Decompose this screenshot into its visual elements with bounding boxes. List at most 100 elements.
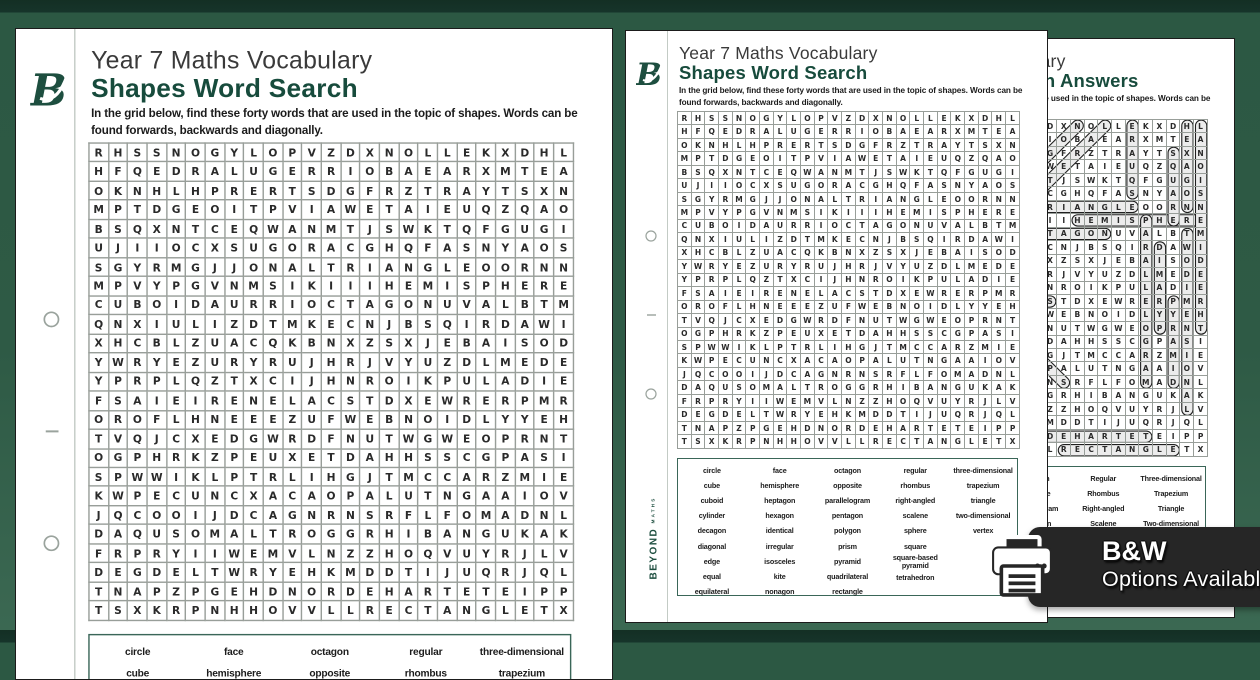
grid-cell: A bbox=[1138, 226, 1154, 242]
grid-cell: D bbox=[1165, 280, 1181, 296]
grid-cell: O bbox=[827, 218, 843, 234]
grid-cell: E bbox=[731, 286, 747, 301]
grid-cell: K bbox=[827, 232, 843, 247]
grid-cell: O bbox=[185, 142, 206, 163]
grid-cell: D bbox=[977, 272, 993, 288]
grid-cell: F bbox=[1111, 374, 1126, 390]
grid-cell: A bbox=[281, 218, 303, 240]
grid-cell: U bbox=[456, 562, 478, 583]
word-item: cylinder bbox=[698, 511, 726, 521]
grid-cell: P bbox=[1111, 280, 1126, 296]
grid-cell: T bbox=[854, 164, 870, 180]
grid-cell: V bbox=[553, 485, 575, 507]
grid-cell: F bbox=[690, 124, 706, 139]
grid-cell: A bbox=[475, 485, 497, 507]
grid-cell: H bbox=[495, 275, 516, 297]
grid-cell: I bbox=[1193, 172, 1208, 188]
grid-cell: R bbox=[1005, 286, 1020, 301]
grid-cell: X bbox=[146, 218, 168, 240]
word-item: octagon bbox=[834, 465, 861, 475]
grid-cell: I bbox=[146, 237, 168, 259]
grid-cell: D bbox=[243, 314, 264, 335]
grid-cell: I bbox=[281, 371, 303, 392]
grid-cell: I bbox=[456, 314, 478, 335]
grid-cell: Y bbox=[977, 299, 993, 315]
grid-cell: F bbox=[107, 161, 129, 182]
grid-cell: S bbox=[923, 326, 938, 341]
grid-cell: N bbox=[882, 110, 897, 126]
grid-cell: E bbox=[786, 299, 802, 315]
grid-cell: A bbox=[262, 504, 284, 526]
grid-cell: M bbox=[398, 466, 419, 488]
grid-cell: D bbox=[854, 420, 870, 436]
grid-cell: U bbox=[1124, 401, 1140, 417]
grid-cell: I bbox=[854, 124, 870, 139]
grid-cell: L bbox=[281, 390, 303, 411]
grid-cell: W bbox=[923, 286, 938, 301]
grid-cell: E bbox=[107, 562, 129, 583]
grid-cell: C bbox=[704, 366, 720, 382]
grid-cell: G bbox=[991, 164, 1007, 180]
grid-cell: E bbox=[495, 581, 516, 602]
grid-cell: I bbox=[320, 275, 342, 297]
grid-cell: A bbox=[827, 286, 843, 301]
grid-cell: S bbox=[1005, 178, 1020, 193]
grid-cell: N bbox=[854, 272, 870, 288]
grid-cell: Y bbox=[950, 137, 966, 153]
grid-cell: L bbox=[731, 272, 747, 288]
grid-cell: L bbox=[1193, 118, 1208, 134]
grid-cell: R bbox=[359, 600, 381, 622]
grid-cell: N bbox=[475, 237, 497, 259]
grid-cell: M bbox=[204, 523, 226, 545]
grid-cell: K bbox=[475, 142, 497, 163]
grid-cell: R bbox=[1152, 415, 1167, 430]
grid-cell: D bbox=[88, 523, 110, 545]
grid-cell: O bbox=[718, 366, 733, 382]
grid-cell: Q bbox=[514, 199, 536, 221]
grid-cell: L bbox=[1005, 407, 1020, 422]
grid-cell: D bbox=[964, 232, 979, 247]
grid-cell: T bbox=[1193, 321, 1208, 336]
word-item: heptagon bbox=[764, 495, 796, 505]
word-list-column: facehemisphereheptagonhexagonidenticalir… bbox=[186, 641, 282, 679]
grid-cell: O bbox=[813, 178, 829, 193]
grid-cell: L bbox=[320, 600, 342, 622]
grid-cell: T bbox=[964, 137, 979, 153]
grid-cell: B bbox=[882, 299, 897, 315]
grid-cell: E bbox=[786, 393, 802, 409]
grid-cell: M bbox=[977, 339, 993, 355]
grid-cell: B bbox=[1070, 307, 1085, 323]
grid-cell: E bbox=[281, 562, 303, 583]
grid-cell: N bbox=[936, 380, 952, 395]
word-item: scalene bbox=[902, 511, 928, 521]
grid-cell: Z bbox=[1152, 159, 1167, 174]
grid-cell: S bbox=[800, 205, 815, 220]
grid-cell: L bbox=[1138, 280, 1154, 296]
grid-cell: U bbox=[731, 232, 747, 247]
grid-cell: D bbox=[772, 313, 788, 328]
grid-cell: N bbox=[1005, 137, 1020, 153]
grid-cell: E bbox=[243, 180, 264, 202]
grid-cell: Z bbox=[868, 245, 884, 261]
grid-cell: Y bbox=[146, 352, 168, 373]
grid-cell: L bbox=[950, 259, 966, 274]
grid-cell: L bbox=[185, 314, 206, 335]
grid-cell: R bbox=[813, 313, 829, 328]
word-item: regular bbox=[409, 644, 443, 658]
grid-cell: E bbox=[1165, 213, 1181, 228]
grid-cell: G bbox=[165, 199, 187, 221]
worksheet-page-small: B BEYOND MATHS Year 7 Maths Vocabulary Shap… bbox=[625, 30, 1048, 623]
grid-cell: S bbox=[262, 275, 284, 297]
grid-cell: T bbox=[378, 428, 400, 450]
grid-cell: O bbox=[204, 199, 226, 221]
grid-cell: I bbox=[731, 218, 747, 234]
grid-cell: D bbox=[88, 562, 110, 583]
grid-cell: I bbox=[827, 339, 843, 355]
grid-cell: K bbox=[909, 272, 925, 288]
grid-cell: N bbox=[1083, 199, 1099, 215]
grid-cell: T bbox=[882, 151, 897, 166]
grid-cell: C bbox=[185, 237, 206, 259]
